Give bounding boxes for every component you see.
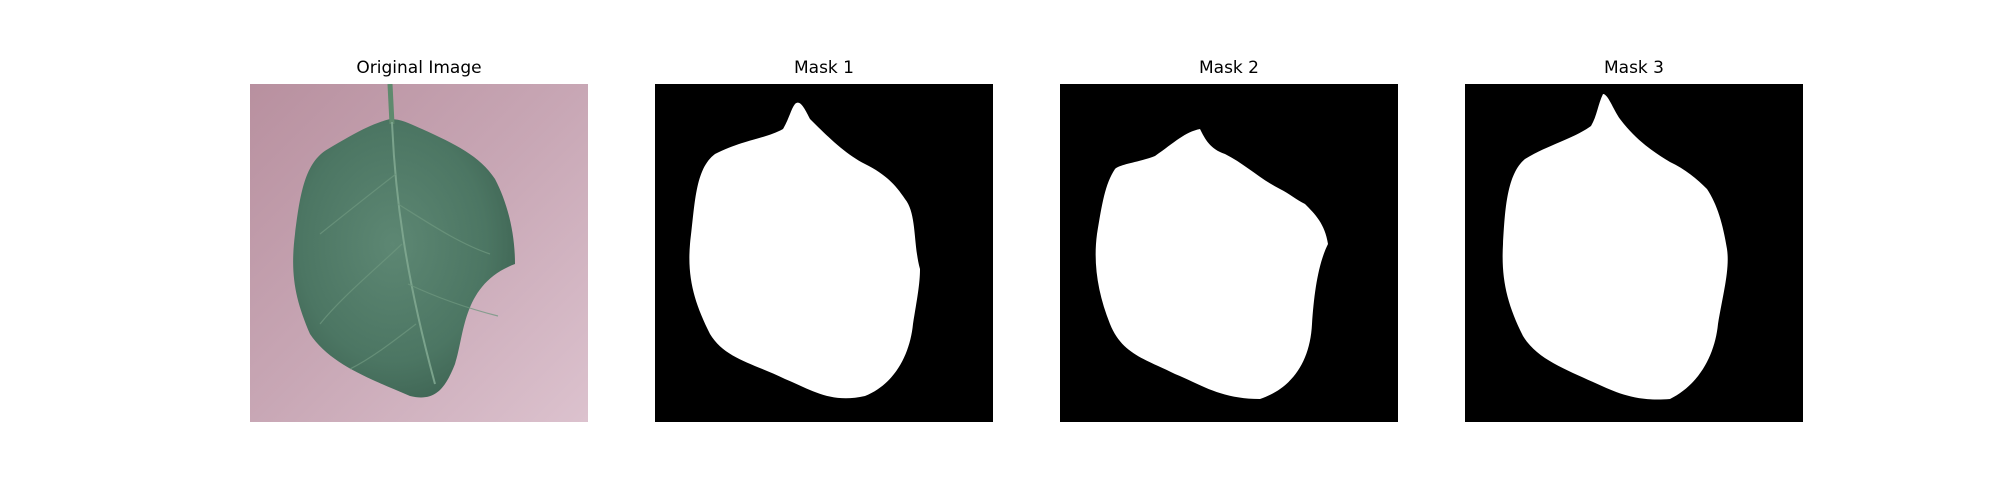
leaf-photo bbox=[250, 84, 588, 422]
panel-title-original: Original Image bbox=[356, 58, 482, 78]
mask-2-image bbox=[1060, 84, 1398, 422]
leaf-shape bbox=[293, 119, 515, 398]
panel-title-mask-2: Mask 2 bbox=[1198, 58, 1259, 78]
mask-3-region bbox=[1502, 94, 1728, 400]
mask-1 bbox=[655, 84, 993, 422]
mask-2 bbox=[1060, 84, 1398, 422]
panel-title-mask-1: Mask 1 bbox=[793, 58, 854, 78]
leaf-veins bbox=[319, 173, 499, 370]
mask-3 bbox=[1465, 84, 1803, 422]
leaf-midrib bbox=[391, 121, 436, 385]
leaf-stem bbox=[387, 84, 395, 125]
mask-1-image bbox=[655, 84, 993, 422]
original-image bbox=[250, 84, 588, 422]
mask-3-image bbox=[1465, 84, 1803, 422]
mask-2-region bbox=[1095, 129, 1328, 399]
panel-title-mask-3: Mask 3 bbox=[1603, 58, 1664, 78]
mask-1-region bbox=[689, 102, 920, 399]
